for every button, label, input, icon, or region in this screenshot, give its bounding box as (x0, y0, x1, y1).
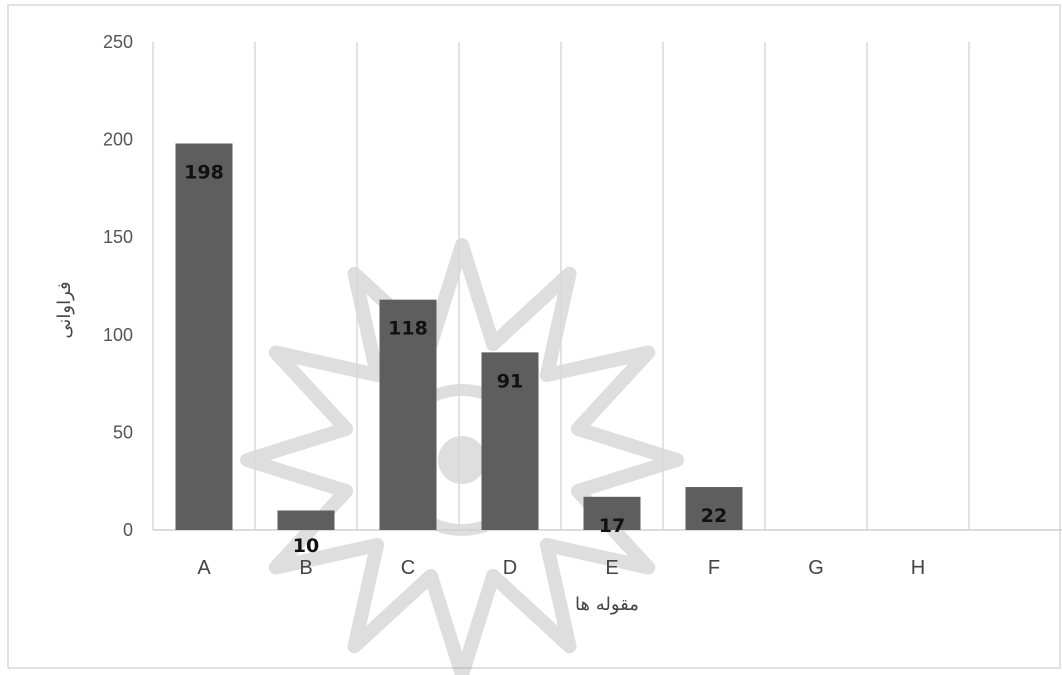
data-label-C: 118 (388, 318, 428, 340)
x-tick-label-F: F (708, 557, 720, 579)
x-tick-label-C: C (401, 557, 415, 579)
watermark-center (438, 436, 486, 484)
x-tick-label-B: B (299, 557, 312, 579)
data-label-B: 10 (293, 535, 319, 557)
y-tick-label: 200 (103, 130, 133, 150)
x-tick-label-D: D (503, 557, 517, 579)
y-tick-label: 250 (103, 32, 133, 52)
y-axis-title: فراوانی (54, 281, 75, 338)
x-axis-title: مقوله ها (575, 594, 639, 615)
bar-E (583, 496, 641, 530)
data-label-F: 22 (701, 505, 727, 527)
y-tick-label: 50 (113, 422, 133, 442)
x-tick-label-A: A (197, 557, 211, 579)
y-tick-label: 0 (123, 520, 133, 540)
data-label-A: 198 (184, 162, 224, 184)
chart-frame (7, 4, 1061, 669)
bar-F (685, 487, 743, 530)
bar-B (277, 510, 335, 530)
watermark-star (240, 238, 684, 675)
data-label-E: 17 (599, 515, 625, 537)
x-tick-label-G: G (808, 557, 824, 579)
x-tick-label-H: H (911, 557, 925, 579)
bar-D (481, 352, 539, 530)
bar-A (175, 143, 233, 530)
x-tick-label-E: E (605, 557, 618, 579)
y-tick-label: 150 (103, 227, 133, 247)
data-label-D: 91 (497, 370, 523, 392)
bar-C (379, 299, 437, 530)
y-tick-label: 100 (103, 325, 133, 345)
